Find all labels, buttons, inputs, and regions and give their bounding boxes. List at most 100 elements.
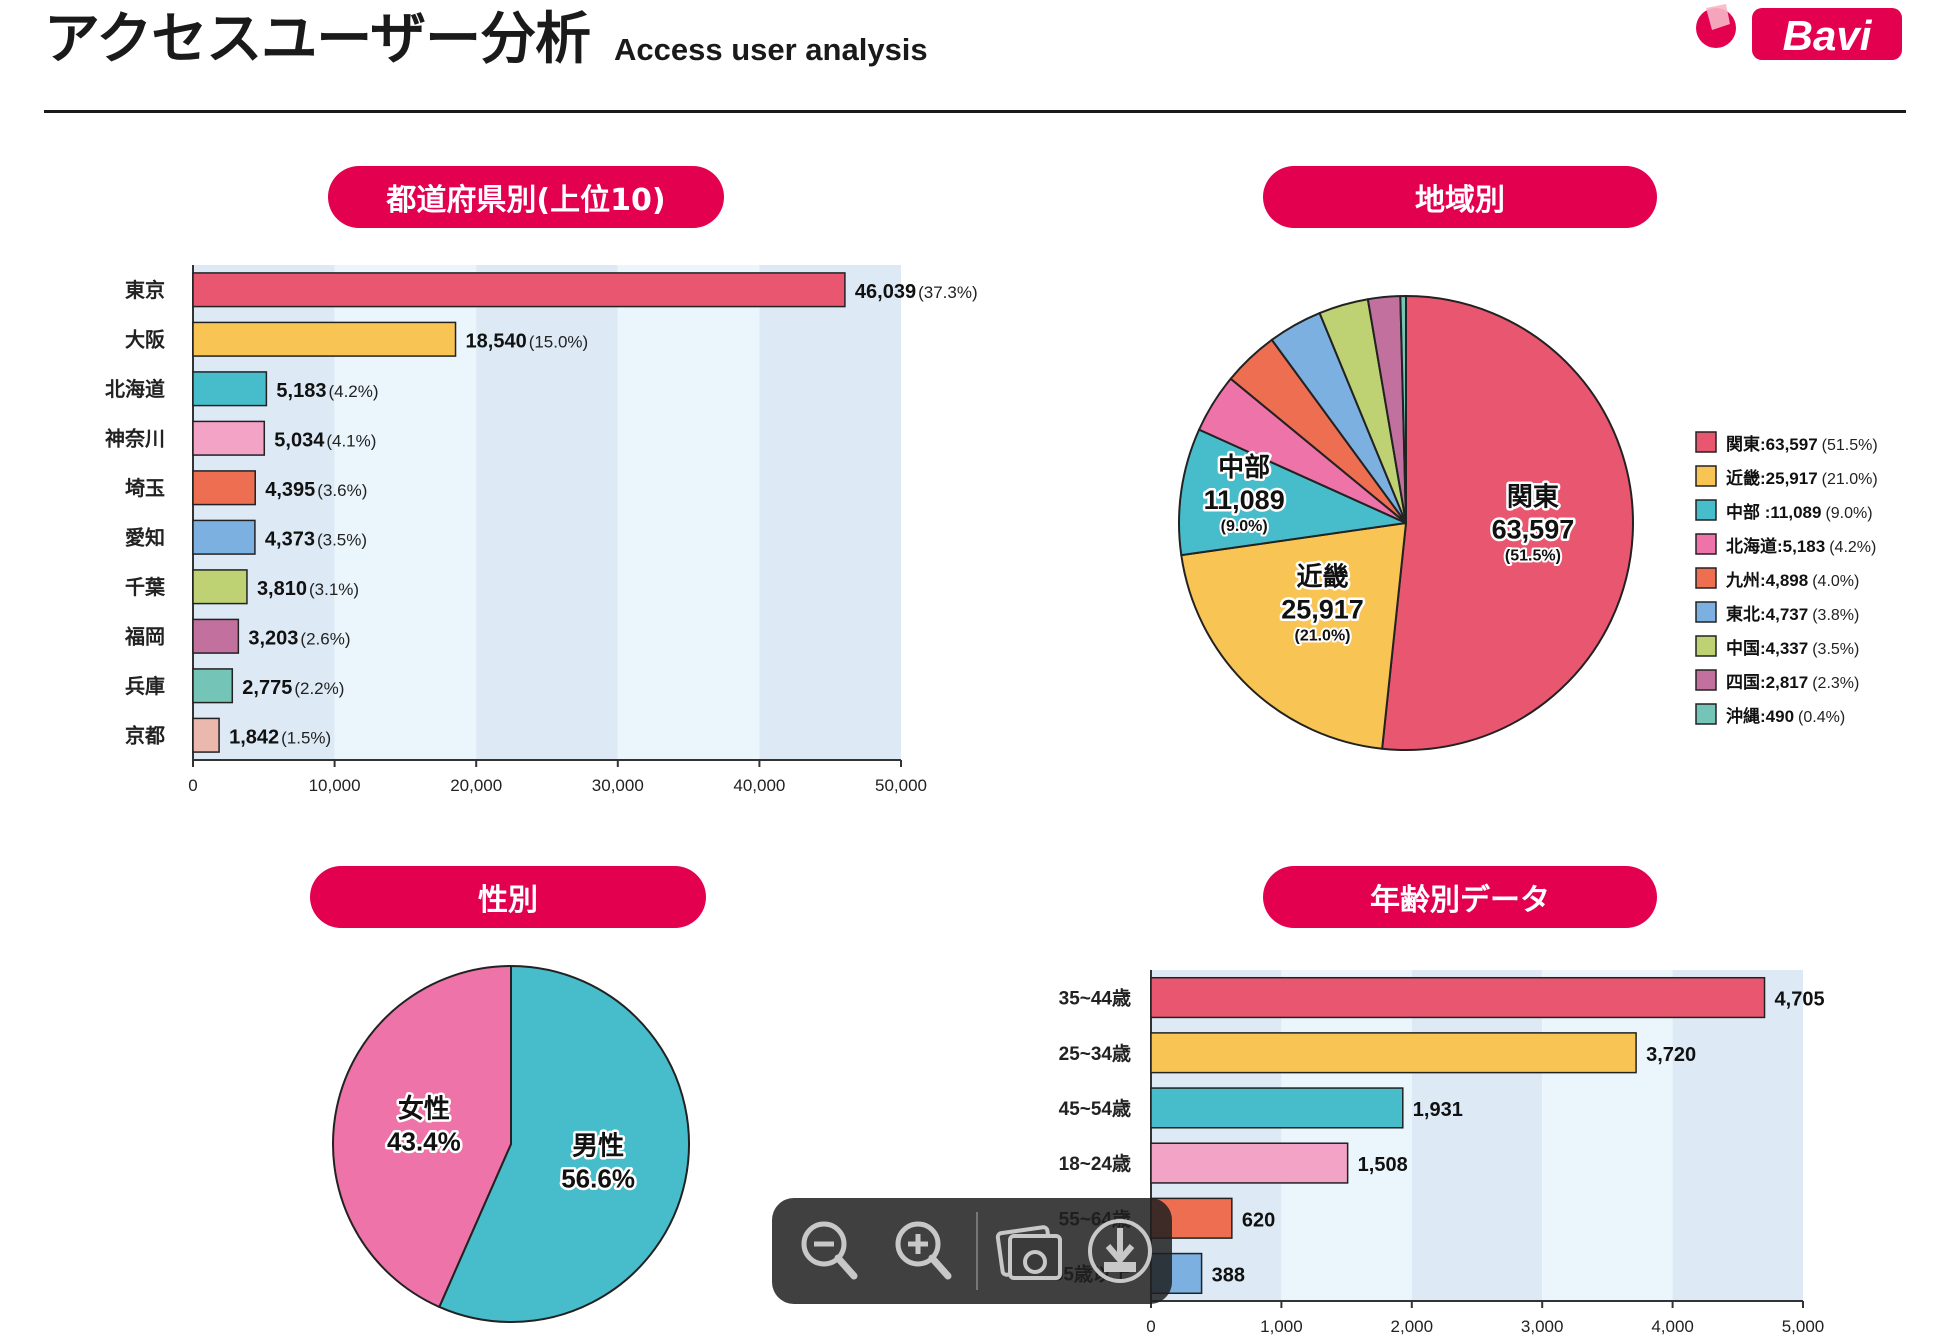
prefecture-bar	[192, 272, 846, 308]
region-chart-group: 関東63,597(51.5%)近畿25,917(21.0%)中部11,089(9…	[1178, 294, 1878, 751]
region-slice	[1399, 294, 1407, 524]
prefecture-bar	[192, 618, 240, 654]
prefecture-category-label: 埼玉	[125, 476, 165, 500]
region-slice-percent: (9.0%)	[1221, 518, 1268, 535]
prefecture-percent-label: (3.5%)	[317, 530, 367, 549]
region-legend-swatch	[1695, 601, 1717, 623]
prefecture-percent-label: (1.5%)	[281, 728, 331, 747]
region-legend-percent: (4.2%)	[1829, 539, 1876, 556]
age-chart-group: 0 1,000 2,000 3,000 4,000 5,000 35~44歳 4,705 25~…	[1053, 970, 1825, 1336]
age-category-label: 25~34歳	[1059, 1043, 1131, 1065]
prefecture-percent-label: (3.1%)	[309, 580, 359, 599]
prefecture-bar	[192, 371, 268, 407]
region-legend-percent: (9.0%)	[1825, 505, 1872, 522]
logo-badge	[1752, 8, 1902, 60]
prefecture-percent-label: (3.6%)	[317, 481, 367, 500]
region-legend-name: 近畿:	[1726, 468, 1766, 488]
prefecture-bar	[192, 717, 220, 753]
prefecture-category-label: 福岡	[124, 625, 165, 648]
gender-slice	[332, 965, 512, 1308]
prefecture-category-label: 東京	[125, 278, 165, 302]
region-legend-name: 関東:	[1726, 434, 1766, 454]
prefecture-value-label: 1,842	[229, 726, 279, 748]
region-legend-name: 中部 :	[1726, 502, 1770, 522]
prefecture-bar	[192, 470, 256, 506]
region-legend-percent: (2.3%)	[1812, 675, 1859, 692]
region-legend-name: 北海道:	[1726, 536, 1783, 556]
region-legend-name: 九州:	[1725, 571, 1766, 590]
region-legend-value: 490	[1766, 707, 1794, 726]
age-x-tick-label: 2,000	[1391, 1317, 1434, 1336]
region-legend-value: 2,817	[1766, 673, 1809, 692]
prefecture-value-label: 46,039	[855, 281, 916, 303]
section-title-gender: 性別	[310, 866, 706, 928]
prefecture-bar	[192, 569, 248, 605]
logo-text: Bavi	[1783, 12, 1873, 59]
region-legend-value: 4,737	[1766, 605, 1809, 624]
gender-slice-percent: 56.6%	[561, 1163, 635, 1193]
region-slice-value: 25,917	[1281, 595, 1364, 625]
region-slice	[1178, 428, 1407, 557]
age-band	[1542, 970, 1673, 1301]
region-legend-value: 25,917	[1766, 469, 1818, 488]
age-x-tick-label: 4,000	[1651, 1317, 1694, 1336]
gallery-icon[interactable]	[990, 1212, 1070, 1290]
region-slice	[1381, 295, 1634, 751]
prefecture-value-label: 3,810	[257, 578, 307, 600]
region-legend-value: 11,089	[1770, 503, 1821, 522]
toolbar-divider	[976, 1212, 978, 1290]
age-x-tick-label: 3,000	[1521, 1317, 1564, 1336]
age-category-label: 18~24歳	[1059, 1153, 1131, 1175]
region-legend-percent: (3.8%)	[1812, 607, 1859, 624]
prefecture-x-tick-label: 30,000	[592, 776, 644, 795]
viewer-toolbar	[772, 1198, 1172, 1304]
region-legend-percent: (3.5%)	[1812, 641, 1859, 658]
age-value-label: 1,508	[1358, 1154, 1408, 1176]
region-slice-value: 63,597	[1492, 515, 1575, 545]
section-title-prefecture: 都道府県別(上位10)	[328, 166, 724, 228]
region-legend-swatch	[1695, 635, 1717, 657]
gender-slice-percent: 43.4%	[387, 1127, 461, 1157]
region-slice-percent: (51.5%)	[1505, 548, 1561, 565]
prefecture-percent-label: (37.3%)	[918, 283, 978, 302]
zoom-out-icon[interactable]	[790, 1212, 870, 1290]
age-value-label: 3,720	[1646, 1044, 1696, 1066]
prefecture-band	[759, 265, 901, 760]
prefecture-x-tick-label: 10,000	[309, 776, 361, 795]
age-band	[1411, 970, 1543, 1301]
age-value-label: 388	[1212, 1264, 1245, 1286]
region-legend-swatch	[1695, 465, 1717, 487]
region-legend-swatch	[1695, 669, 1717, 691]
prefecture-value-label: 4,373	[265, 528, 315, 550]
region-slice-name: 中部	[1218, 452, 1270, 482]
age-bar	[1150, 1142, 1349, 1184]
age-value-label: 1,931	[1413, 1099, 1463, 1121]
download-icon[interactable]	[1080, 1212, 1160, 1290]
region-slice-name: 近畿	[1296, 562, 1348, 592]
region-legend-name: 中国:	[1726, 638, 1766, 658]
brand-logo: Bavi	[1696, 4, 1902, 60]
prefecture-value-label: 18,540	[466, 330, 527, 352]
region-legend-value: 4,337	[1766, 639, 1809, 658]
region-legend-percent: (0.4%)	[1798, 709, 1845, 726]
prefecture-value-label: 5,183	[276, 380, 326, 402]
age-value-label: 620	[1242, 1209, 1275, 1231]
prefecture-percent-label: (4.1%)	[326, 431, 376, 450]
page-title: アクセスユーザー分析	[44, 7, 591, 72]
region-legend-swatch	[1695, 431, 1717, 453]
prefecture-x-tick-label: 50,000	[875, 776, 927, 795]
age-category-label: 35~44歳	[1059, 988, 1131, 1010]
region-legend-value: 63,597	[1766, 435, 1818, 454]
header-divider	[44, 110, 1906, 113]
section-title-age: 年齢別データ	[1263, 866, 1657, 928]
age-band	[1151, 970, 1282, 1301]
region-legend-value: 5,183	[1783, 537, 1826, 556]
prefecture-category-label: 神奈川	[105, 426, 165, 450]
prefecture-band	[476, 265, 618, 760]
gender-slice-name: 男性	[572, 1130, 624, 1160]
gender-slice-name: 女性	[398, 1094, 450, 1124]
gender-slice	[438, 965, 690, 1323]
zoom-in-icon[interactable]	[884, 1212, 964, 1290]
